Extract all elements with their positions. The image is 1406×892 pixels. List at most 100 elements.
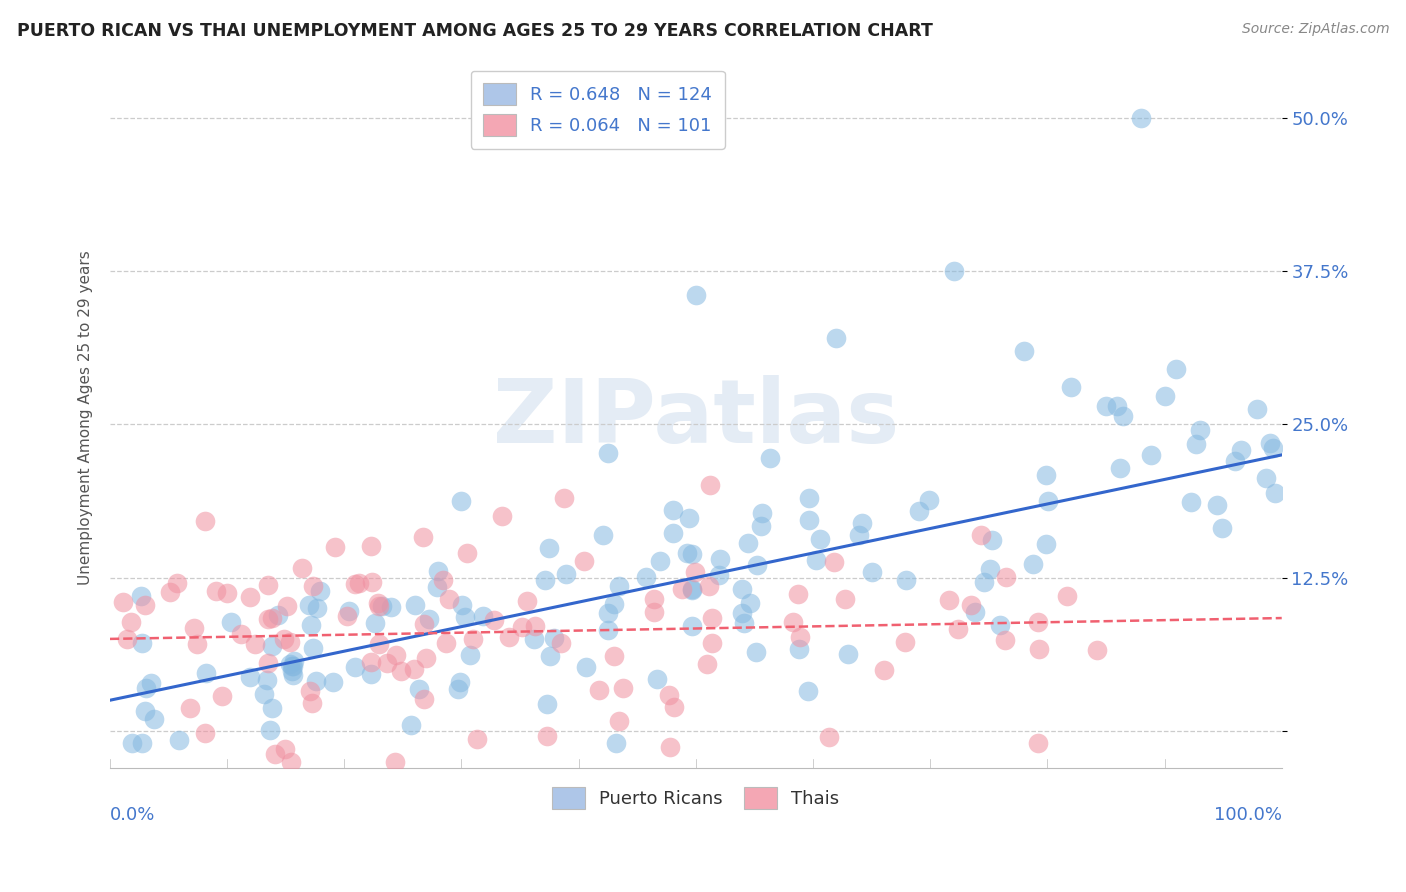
Point — [278, 657, 301, 672]
Point — [823, 555, 845, 569]
Point — [647, 672, 669, 686]
Point — [536, 729, 558, 743]
Point — [592, 528, 614, 542]
Point — [1166, 362, 1188, 376]
Point — [894, 573, 917, 587]
Point — [426, 580, 449, 594]
Point — [917, 492, 939, 507]
Point — [643, 591, 665, 606]
Point — [659, 739, 682, 754]
Point — [598, 606, 620, 620]
Point — [1180, 495, 1202, 509]
Point — [257, 612, 280, 626]
Point — [1085, 643, 1108, 657]
Point — [607, 579, 630, 593]
Point — [994, 569, 1017, 583]
Point — [336, 609, 359, 624]
Point — [948, 622, 970, 636]
Point — [408, 682, 430, 697]
Point — [498, 631, 520, 645]
Point — [134, 599, 156, 613]
Point — [260, 611, 283, 625]
Point — [194, 665, 217, 680]
Point — [658, 688, 681, 702]
Point — [553, 491, 575, 505]
Point — [572, 554, 595, 568]
Point — [467, 731, 489, 746]
Point — [700, 636, 723, 650]
Point — [707, 568, 730, 582]
Point — [938, 593, 960, 607]
Point — [1230, 442, 1253, 457]
Point — [751, 506, 773, 520]
Point — [245, 637, 267, 651]
Point — [273, 632, 295, 646]
Point — [491, 508, 513, 523]
Point — [1139, 448, 1161, 462]
Point — [536, 697, 558, 711]
Point — [205, 583, 228, 598]
Point — [402, 662, 425, 676]
Point — [111, 595, 134, 609]
Point — [671, 582, 693, 596]
Point — [437, 592, 460, 607]
Point — [681, 547, 703, 561]
Point — [380, 599, 402, 614]
Point — [683, 566, 706, 580]
Point — [298, 684, 321, 698]
Point — [307, 601, 329, 615]
Point — [323, 541, 346, 555]
Point — [817, 730, 839, 744]
Point — [543, 631, 565, 645]
Point — [347, 576, 370, 591]
Point — [550, 636, 572, 650]
Point — [1206, 498, 1229, 512]
Point — [524, 619, 547, 633]
Point — [907, 504, 929, 518]
Point — [979, 562, 1001, 576]
Point — [211, 689, 233, 703]
Point — [276, 599, 298, 613]
Point — [980, 533, 1002, 547]
Point — [596, 446, 619, 460]
Point — [1035, 468, 1057, 483]
Point — [697, 579, 720, 593]
Point — [298, 598, 321, 612]
Point — [837, 647, 859, 661]
Point — [120, 615, 142, 629]
Point — [537, 541, 560, 555]
Point — [782, 615, 804, 629]
Point — [461, 632, 484, 646]
Point — [988, 618, 1011, 632]
Point — [730, 582, 752, 596]
Point — [860, 565, 883, 579]
Point — [1112, 409, 1135, 424]
Point — [283, 668, 305, 682]
Point — [377, 656, 399, 670]
Point — [166, 576, 188, 591]
Point — [131, 636, 153, 650]
Point — [685, 288, 707, 302]
Point — [681, 619, 703, 633]
Point — [413, 617, 436, 632]
Point — [264, 747, 287, 761]
Legend: Puerto Ricans, Thais: Puerto Ricans, Thais — [543, 778, 848, 818]
Point — [676, 546, 699, 560]
Point — [1021, 558, 1043, 572]
Point — [262, 700, 284, 714]
Point — [1246, 401, 1268, 416]
Point — [1223, 454, 1246, 468]
Point — [1154, 389, 1177, 403]
Point — [194, 726, 217, 740]
Point — [1258, 435, 1281, 450]
Point — [970, 528, 993, 542]
Point — [678, 511, 700, 525]
Point — [643, 605, 665, 619]
Point — [385, 648, 408, 662]
Point — [702, 611, 724, 625]
Point — [281, 659, 304, 673]
Point — [360, 539, 382, 553]
Point — [709, 552, 731, 566]
Text: 0.0%: 0.0% — [110, 806, 155, 824]
Point — [219, 615, 242, 629]
